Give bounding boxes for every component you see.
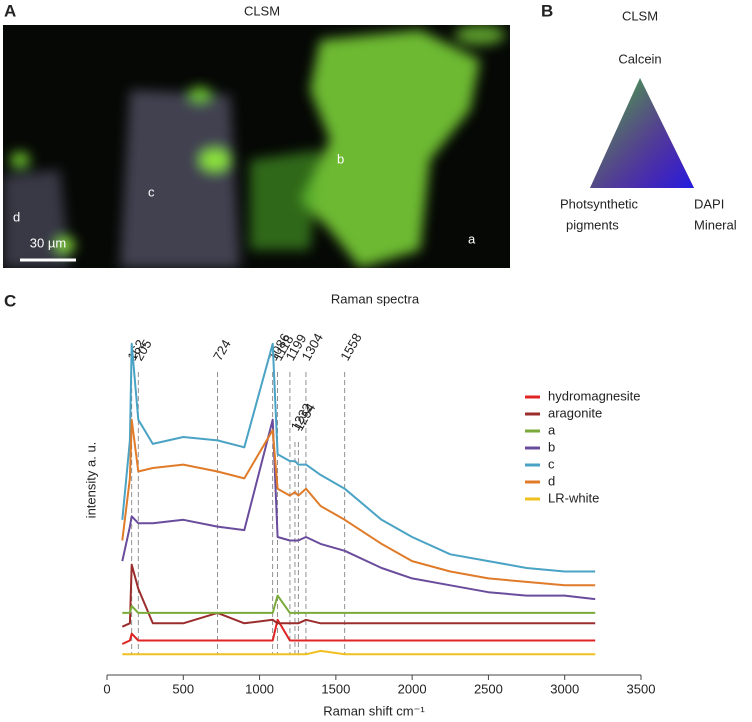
x-tick-label: 500 xyxy=(172,681,194,696)
legend-label: aragonite xyxy=(548,405,602,420)
x-tick-label: 1000 xyxy=(245,681,274,696)
region-label: d xyxy=(13,209,20,224)
vertex-label: Photsynthetic xyxy=(560,196,639,211)
y-axis-label: intensity a. u. xyxy=(83,442,98,519)
region-label: b xyxy=(337,151,344,166)
legend-label: LR-white xyxy=(548,490,599,505)
vertex-label: pigments xyxy=(566,217,619,232)
legend-label: hydromagnesite xyxy=(548,388,641,403)
panel-letter: C xyxy=(4,291,16,310)
region-label: a xyxy=(468,231,476,246)
peak-label: 1254 xyxy=(291,401,318,434)
x-tick-label: 2500 xyxy=(474,681,503,696)
vertex-label: Mineral xyxy=(694,217,737,232)
spectrum xyxy=(121,618,596,645)
panel-letter: B xyxy=(541,1,553,20)
legend-label: a xyxy=(548,422,556,437)
x-tick-label: 0 xyxy=(103,681,110,696)
x-tick-label: 3500 xyxy=(627,681,656,696)
panel-letter: A xyxy=(4,1,16,20)
peak-label: 724 xyxy=(210,337,234,363)
vertex-label: Calcein xyxy=(618,51,661,66)
spectrum xyxy=(122,594,596,614)
legend-label: c xyxy=(548,456,555,471)
micrograph xyxy=(3,25,510,268)
chart-title: Raman spectra xyxy=(331,291,420,306)
x-tick-label: 2000 xyxy=(398,681,427,696)
spectrum xyxy=(121,563,596,628)
region-label: c xyxy=(148,184,155,199)
spectrum xyxy=(121,418,596,587)
spectrum xyxy=(121,342,596,573)
x-tick-label: 3000 xyxy=(550,681,579,696)
spectrum xyxy=(122,649,596,656)
legend-label: d xyxy=(548,473,555,488)
vertex-label: DAPI xyxy=(694,196,724,211)
x-tick-label: 1500 xyxy=(321,681,350,696)
panel-title: CLSM xyxy=(622,8,658,23)
peak-label: 1558 xyxy=(337,331,364,364)
legend-label: b xyxy=(548,439,555,454)
panel-title: CLSM xyxy=(244,3,280,18)
x-axis-label: Raman shift cm⁻¹ xyxy=(323,703,425,718)
scale-bar-label: 30 µm xyxy=(30,235,66,250)
color-triangle xyxy=(590,78,694,188)
spectrum xyxy=(121,418,596,601)
